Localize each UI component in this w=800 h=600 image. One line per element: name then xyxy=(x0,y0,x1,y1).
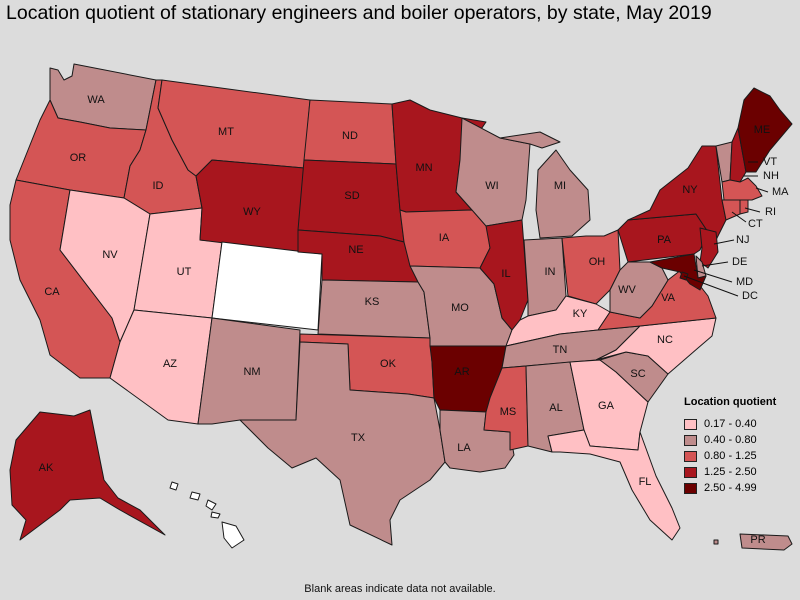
state-label-ks: KS xyxy=(365,296,380,308)
state-label-ga: GA xyxy=(598,400,615,412)
state-label-or: OR xyxy=(70,152,87,164)
legend-item: 0.17 - 0.40 xyxy=(684,416,796,432)
legend-label: 0.80 - 1.25 xyxy=(704,450,757,462)
state-label-nc: NC xyxy=(657,334,673,346)
state-label-tx: TX xyxy=(351,432,366,444)
state-label-de: DE xyxy=(732,256,747,268)
state-MI[interactable] xyxy=(499,131,591,239)
state-HI[interactable] xyxy=(169,481,245,549)
leader-ct xyxy=(731,211,747,223)
state-MD[interactable] xyxy=(649,253,707,291)
state-label-wy: WY xyxy=(243,206,261,218)
legend-label: 0.40 - 0.80 xyxy=(704,434,757,446)
state-WV[interactable] xyxy=(609,261,669,319)
state-label-nj: NJ xyxy=(736,234,749,246)
leader-de xyxy=(701,261,729,267)
state-label-ar: AR xyxy=(454,366,469,378)
state-label-nm: NM xyxy=(243,366,260,378)
state-label-ma: MA xyxy=(772,186,789,198)
state-label-ri: RI xyxy=(765,206,776,218)
map-legend: Location quotient 0.17 - 0.40 0.40 - 0.8… xyxy=(684,396,796,496)
legend-title: Location quotient xyxy=(684,396,777,408)
island-vi xyxy=(713,539,719,545)
state-label-ct: CT xyxy=(748,218,763,230)
legend-swatch xyxy=(684,434,697,446)
state-label-ok: OK xyxy=(380,358,397,370)
state-label-md: MD xyxy=(736,276,753,288)
state-label-pa: PA xyxy=(657,234,672,246)
leader-ma xyxy=(755,187,769,193)
state-MS[interactable] xyxy=(483,365,529,451)
state-CO[interactable] xyxy=(211,241,323,331)
state-label-ne: NE xyxy=(348,244,363,256)
state-label-nd: ND xyxy=(342,130,358,142)
state-labels: WA OR CA ID NV UT AZ MT WY NM ND SD NE KS OK TX MN IA MO AR… xyxy=(39,94,790,546)
state-AK[interactable] xyxy=(9,409,166,541)
state-KS[interactable] xyxy=(317,279,431,339)
legend-label: 1.25 - 2.50 xyxy=(704,466,757,478)
state-label-ms: MS xyxy=(500,406,517,418)
state-label-nh: NH xyxy=(763,170,779,182)
state-NJ[interactable] xyxy=(699,227,719,269)
state-label-ia: IA xyxy=(439,232,450,244)
legend-item: 0.40 - 0.80 xyxy=(684,432,796,448)
state-RI[interactable] xyxy=(739,199,749,215)
state-label-mt: MT xyxy=(218,126,234,138)
legend-swatch xyxy=(684,450,697,462)
legend-item: 1.25 - 2.50 xyxy=(684,464,796,480)
state-label-ky: KY xyxy=(573,308,588,320)
state-TX[interactable] xyxy=(239,341,446,546)
state-label-dc: DC xyxy=(742,290,758,302)
state-label-id: ID xyxy=(153,180,164,192)
state-label-wv: WV xyxy=(618,284,636,296)
state-label-il: IL xyxy=(501,268,510,280)
leader-dc xyxy=(683,275,739,297)
footnote: Blank areas indicate data not available. xyxy=(304,583,496,595)
state-label-ny: NY xyxy=(682,184,698,196)
state-label-al: AL xyxy=(549,402,562,414)
state-label-mi: MI xyxy=(554,180,566,192)
legend-item: 0.80 - 1.25 xyxy=(684,448,796,464)
map-title: Location quotient of stationary engineer… xyxy=(6,2,712,24)
state-label-sd: SD xyxy=(344,190,359,202)
state-label-mn: MN xyxy=(415,162,432,174)
state-MA[interactable] xyxy=(721,177,763,201)
state-label-nv: NV xyxy=(102,249,118,261)
legend-swatch xyxy=(684,482,697,494)
state-label-mo: MO xyxy=(451,302,469,314)
state-label-pr: PR xyxy=(750,534,765,546)
state-label-la: LA xyxy=(457,442,471,454)
state-label-ak: AK xyxy=(39,462,54,474)
leader-nj xyxy=(713,239,735,245)
state-label-in: IN xyxy=(545,266,556,278)
state-label-vt: VT xyxy=(763,156,777,168)
leader-lines xyxy=(683,161,769,297)
state-FL[interactable] xyxy=(547,429,681,541)
legend-item: 2.50 - 4.99 xyxy=(684,480,796,496)
state-NC[interactable] xyxy=(595,317,717,375)
state-PR[interactable] xyxy=(739,533,793,551)
state-ME[interactable] xyxy=(737,87,793,173)
state-label-me: ME xyxy=(754,124,771,136)
state-label-ca: CA xyxy=(44,286,60,298)
leader-md xyxy=(693,269,733,283)
leader-ri xyxy=(744,207,761,213)
state-label-ut: UT xyxy=(177,266,192,278)
state-label-fl: FL xyxy=(639,476,652,488)
state-label-tn: TN xyxy=(553,344,568,356)
state-label-az: AZ xyxy=(163,358,177,370)
state-label-wi: WI xyxy=(485,180,498,192)
legend-swatch xyxy=(684,418,697,430)
legend-swatch xyxy=(684,466,697,478)
legend-label: 2.50 - 4.99 xyxy=(704,482,757,494)
state-label-sc: SC xyxy=(630,368,645,380)
legend-label: 0.17 - 0.40 xyxy=(704,418,757,430)
state-label-wa: WA xyxy=(87,94,105,106)
state-label-va: VA xyxy=(661,292,676,304)
state-NH[interactable] xyxy=(729,127,747,183)
state-label-oh: OH xyxy=(589,256,606,268)
